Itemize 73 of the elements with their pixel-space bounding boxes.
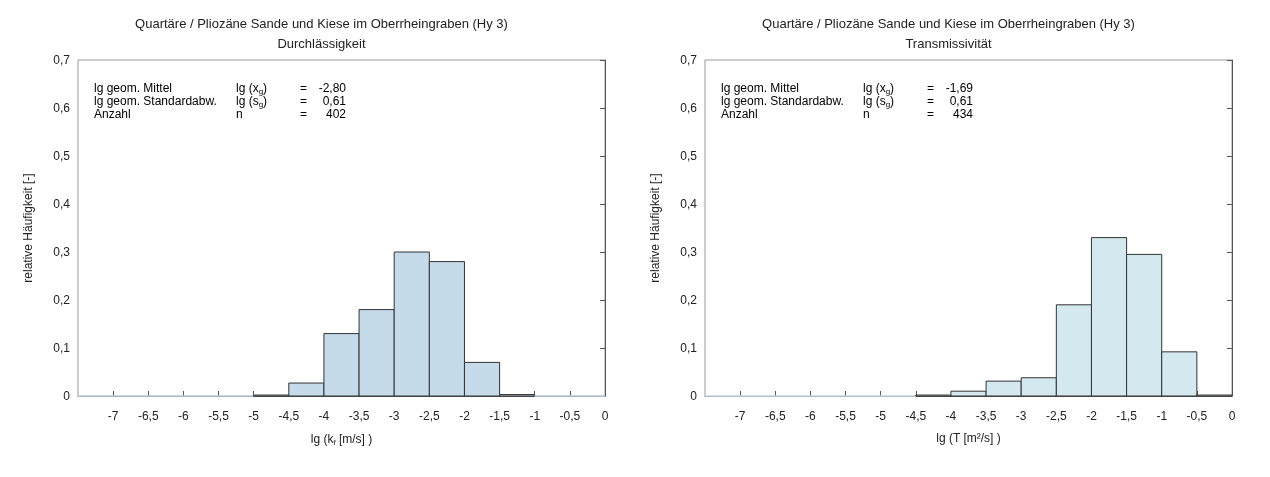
- y-tick-label: 0,2: [680, 293, 698, 307]
- x-tick-label: -2: [1086, 409, 1098, 423]
- x-tick-label: -5,5: [835, 409, 857, 423]
- annotation: =: [300, 94, 308, 108]
- y-axis-title: relative Häufigkeit [-]: [648, 173, 662, 283]
- x-tick-label: -1: [529, 409, 541, 423]
- chart-subtitle: Durchlässigkeit: [277, 36, 366, 51]
- x-tick-label: -3,5: [348, 409, 370, 423]
- y-tick-label: 0,4: [680, 197, 698, 211]
- x-tick-label: -1: [1156, 409, 1168, 423]
- annotation: 0,61: [322, 94, 347, 108]
- y-tick-label: 0,6: [680, 101, 698, 115]
- y-tick-label: 0,2: [53, 293, 71, 307]
- y-tick-label: 0,4: [53, 197, 71, 211]
- annotation: Anzahl: [94, 107, 131, 121]
- y-tick-label: 0,3: [53, 245, 71, 259]
- y-tick-label: 0: [690, 389, 698, 403]
- annotation: lg geom. Standardabw.: [94, 94, 217, 108]
- chart-title: Quartäre / Pliozäne Sande und Kiese im Oberrheingraben (Hy 3): [762, 16, 1135, 31]
- y-tick-label: 0,1: [53, 341, 71, 355]
- annotation: Anzahl: [721, 107, 758, 121]
- x-tick-label: -4: [945, 409, 957, 423]
- chart-title: Quartäre / Pliozäne Sande und Kiese im Oberrheingraben (Hy 3): [135, 16, 508, 31]
- x-tick-label: -6: [805, 409, 817, 423]
- annotation: =: [300, 107, 308, 121]
- x-tick-label: -6,5: [137, 409, 159, 423]
- x-tick-label: 0: [1228, 409, 1236, 423]
- x-tick-label: -5: [875, 409, 887, 423]
- annotation: 0,61: [949, 94, 974, 108]
- y-tick-label: 0,1: [680, 341, 698, 355]
- x-tick-label: -7: [734, 409, 746, 423]
- x-tick-label: -7: [107, 409, 119, 423]
- annotation: -1,69: [945, 81, 974, 95]
- annotation: n: [863, 107, 870, 121]
- y-tick-label: 0: [63, 389, 71, 403]
- y-tick-label: 0,6: [53, 101, 71, 115]
- x-tick-label: -1,5: [489, 409, 511, 423]
- x-tick-label: -5: [248, 409, 260, 423]
- y-tick-label: 0,3: [680, 245, 698, 259]
- x-tick-label: -1,5: [1116, 409, 1138, 423]
- annotation: =: [927, 81, 935, 95]
- x-tick-label: -2,5: [418, 409, 440, 423]
- annotation: =: [300, 81, 308, 95]
- x-tick-label: -3: [1015, 409, 1027, 423]
- x-tick-label: -0,5: [559, 409, 581, 423]
- y-tick-label: 0,5: [53, 149, 71, 163]
- x-tick-label: -6,5: [764, 409, 786, 423]
- y-tick-label: 0,7: [680, 53, 698, 67]
- x-tick-label: -4,5: [905, 409, 927, 423]
- x-tick-label: -6: [178, 409, 190, 423]
- y-tick-label: 0,5: [680, 149, 698, 163]
- x-tick-label: -4,5: [278, 409, 300, 423]
- annotation: 402: [325, 107, 347, 121]
- annotation: lg geom. Mittel: [94, 81, 173, 95]
- chart-subtitle: Transmissivität: [905, 36, 992, 51]
- x-tick-label: -0,5: [1186, 409, 1208, 423]
- annotation: =: [927, 94, 935, 108]
- y-tick-label: 0,7: [53, 53, 71, 67]
- annotation: lg geom. Mittel: [721, 81, 800, 95]
- x-tick-label: 0: [601, 409, 609, 423]
- annotation: =: [927, 107, 935, 121]
- annotation: -2,80: [318, 81, 347, 95]
- x-tick-label: -4: [318, 409, 330, 423]
- annotation: n: [236, 107, 243, 121]
- x-tick-label: -2: [459, 409, 471, 423]
- x-tick-label: -2,5: [1045, 409, 1067, 423]
- x-tick-label: -3: [388, 409, 400, 423]
- x-tick-label: -5,5: [208, 409, 230, 423]
- y-axis-title: relative Häufigkeit [-]: [21, 173, 35, 283]
- annotation: lg geom. Standardabw.: [721, 94, 844, 108]
- x-axis-title: lg (T [m²/s] ): [936, 431, 1001, 445]
- annotation: 434: [952, 107, 974, 121]
- x-tick-label: -3,5: [975, 409, 997, 423]
